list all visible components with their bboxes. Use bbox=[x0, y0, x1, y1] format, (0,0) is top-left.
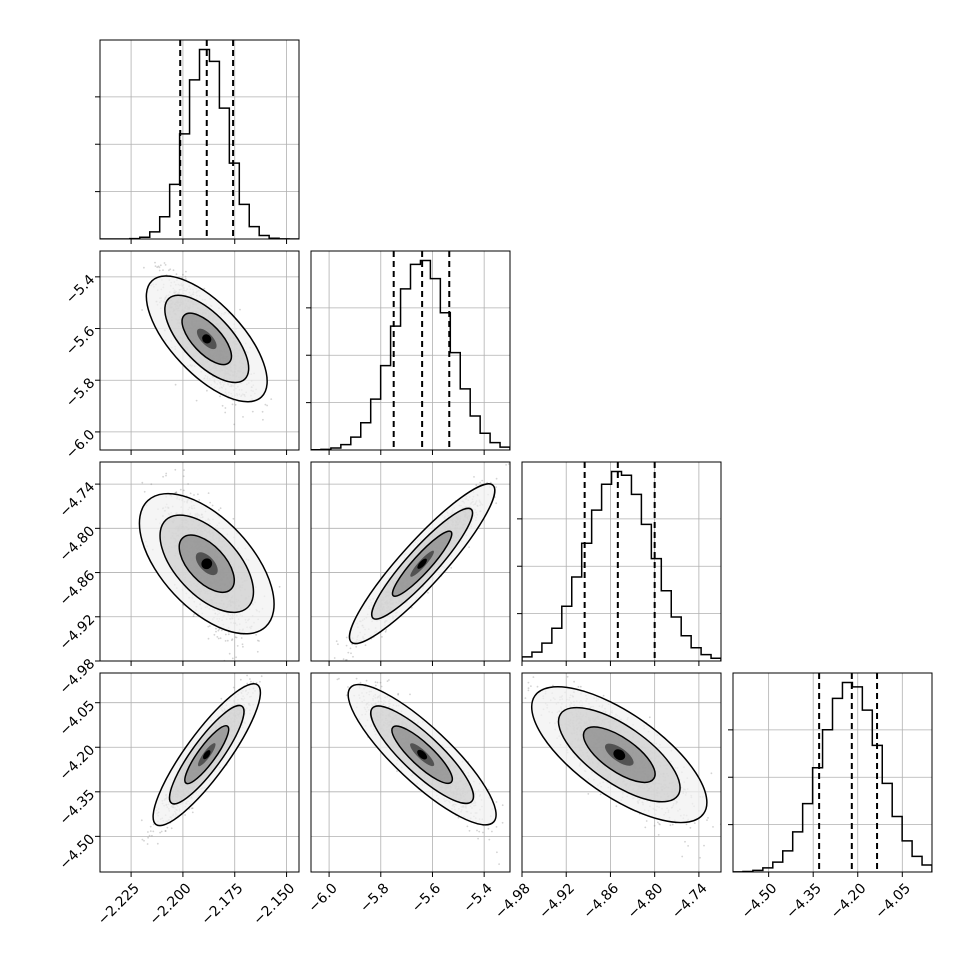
x-tick-label-3-0: −4.50 bbox=[739, 880, 781, 922]
y-tick-label-2-2: −4.86 bbox=[57, 567, 99, 609]
x-tick-label-3-1: −4.35 bbox=[783, 880, 825, 922]
x-tick-label-1-1: −5.8 bbox=[357, 880, 392, 915]
panel-frame-2-1 bbox=[310, 461, 511, 662]
x-tick-label-0-3: −2.150 bbox=[250, 880, 298, 928]
histogram-3 bbox=[733, 681, 932, 872]
panel-3-1 bbox=[311, 673, 510, 872]
panel-frame-3-1 bbox=[310, 672, 511, 873]
y-tick-label-2-3: −4.80 bbox=[57, 523, 99, 565]
panel-3-3 bbox=[733, 673, 932, 872]
panel-frame-0-0 bbox=[99, 39, 300, 240]
x-tick-label-2-3: −4.80 bbox=[625, 880, 667, 922]
panel-frame-1-0 bbox=[99, 250, 300, 451]
y-tick-label-2-0: −4.98 bbox=[57, 656, 99, 698]
x-tick-label-1-3: −5.4 bbox=[461, 880, 496, 915]
histogram-2 bbox=[522, 470, 721, 661]
panel-2-2 bbox=[522, 462, 721, 661]
y-tick-label-3-1: −4.35 bbox=[57, 787, 99, 829]
panel-frame-2-2 bbox=[521, 461, 722, 662]
density-peak-2-0 bbox=[201, 558, 213, 570]
x-tick-label-0-1: −2.200 bbox=[147, 880, 195, 928]
panels-layer: −2.225 −2.200 −2.175 −2.150 −6.0 −5.8 −5.6 −5.4… bbox=[57, 39, 933, 928]
x-tick-label-2-2: −4.86 bbox=[581, 880, 623, 922]
x-tick-label-0-0: −2.225 bbox=[95, 880, 143, 928]
panel-frame-2-0 bbox=[99, 461, 300, 662]
y-tick-label-1-2: −5.6 bbox=[63, 323, 98, 358]
panel-3-0 bbox=[100, 673, 299, 872]
y-tick-label-3-2: −4.20 bbox=[57, 742, 99, 784]
density-peak-3-2 bbox=[613, 749, 626, 761]
panel-frame-3-0 bbox=[99, 672, 300, 873]
x-tick-label-2-0: −4.98 bbox=[492, 880, 534, 922]
density-peak-3-1 bbox=[417, 749, 428, 760]
x-tick-label-2-4: −4.74 bbox=[669, 880, 711, 922]
panel-frame-1-1 bbox=[310, 250, 511, 451]
y-tick-label-2-1: −4.92 bbox=[57, 612, 99, 654]
panel-frame-3-3 bbox=[732, 672, 933, 873]
histogram-1 bbox=[311, 259, 510, 450]
density-peak-2-1 bbox=[417, 558, 427, 569]
x-tick-label-0-2: −2.175 bbox=[199, 880, 247, 928]
x-tick-label-3-3: −4.05 bbox=[872, 880, 914, 922]
x-tick-label-1-0: −6.0 bbox=[305, 880, 340, 915]
x-tick-label-1-2: −5.6 bbox=[409, 880, 444, 915]
x-tick-label-2-1: −4.92 bbox=[536, 880, 578, 922]
panel-0-0 bbox=[100, 40, 299, 239]
panel-1-0 bbox=[100, 251, 299, 450]
panel-2-1 bbox=[311, 462, 510, 661]
x-tick-label-3-2: −4.20 bbox=[828, 880, 870, 922]
panel-frame-3-2 bbox=[521, 672, 722, 873]
density-peak-1-0 bbox=[202, 334, 212, 344]
y-tick-label-2-4: −4.74 bbox=[57, 479, 99, 521]
density-peak-3-0 bbox=[202, 750, 211, 760]
y-tick-label-1-0: −6.0 bbox=[63, 427, 98, 462]
panel-2-0 bbox=[100, 462, 299, 661]
y-tick-label-3-0: −4.50 bbox=[57, 831, 99, 873]
y-tick-label-1-3: −5.4 bbox=[63, 272, 98, 307]
panel-3-2 bbox=[522, 673, 721, 872]
panel-1-1 bbox=[311, 251, 510, 450]
y-tick-label-1-1: −5.8 bbox=[63, 375, 98, 410]
y-tick-label-3-3: −4.05 bbox=[57, 698, 99, 740]
